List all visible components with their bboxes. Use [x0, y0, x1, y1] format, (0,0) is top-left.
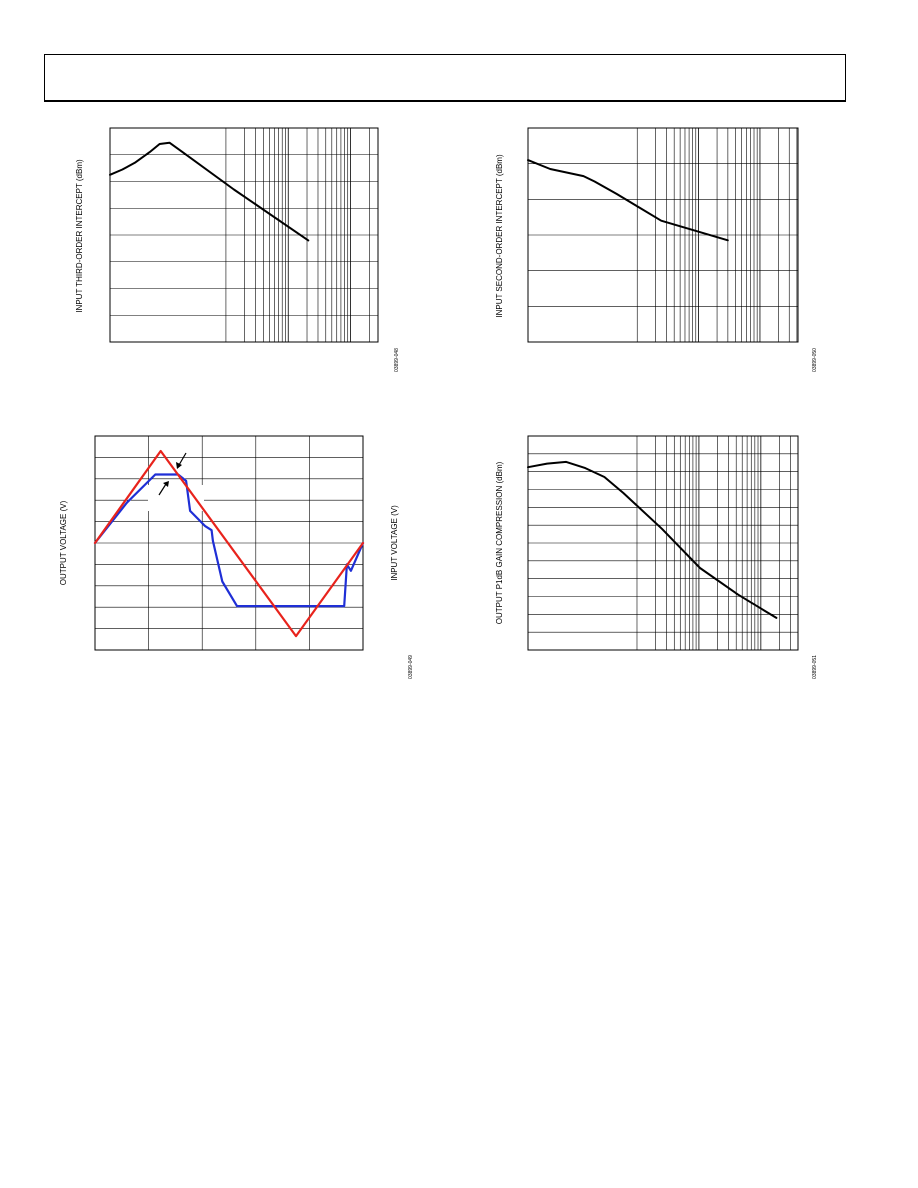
series-line [93, 449, 365, 638]
y-axis-label: INPUT SECOND-ORDER INTERCEPT (dBm) [495, 154, 504, 318]
series-line [109, 141, 310, 242]
series-line [527, 460, 778, 619]
annotation-arrow-input [176, 452, 187, 469]
figure-id: 03899-050 [812, 348, 818, 372]
chart-waveform: OUTPUT VOLTAGE (V) INPUT VOLTAGE (V) 038… [59, 435, 414, 679]
series-group [93, 449, 365, 638]
y-axis-label: OUTPUT P1dB GAIN COMPRESSION (dBm) [495, 461, 504, 624]
figure-id: 03899-048 [394, 348, 400, 372]
grid [527, 435, 799, 651]
plot-frame [527, 127, 799, 343]
series-group [527, 460, 778, 619]
series-group [527, 159, 729, 242]
grid [527, 127, 799, 343]
plot-frame [527, 435, 799, 651]
plot-frame [109, 127, 379, 343]
series-line [93, 473, 365, 608]
grid [109, 127, 379, 343]
y-axis-label-right: INPUT VOLTAGE (V) [390, 505, 399, 581]
header-box [44, 54, 846, 102]
chart-iip2: INPUT SECOND-ORDER INTERCEPT (dBm) 03899… [495, 127, 818, 372]
chart-op1db: OUTPUT P1dB GAIN COMPRESSION (dBm) 03899… [495, 435, 818, 679]
y-axis-label-left: OUTPUT VOLTAGE (V) [59, 500, 68, 585]
series-group [109, 141, 310, 242]
annotation-arrow-output [158, 481, 169, 496]
y-axis-label: INPUT THIRD-ORDER INTERCEPT (dBm) [75, 159, 84, 313]
chart-iip3: INPUT THIRD-ORDER INTERCEPT (dBm) 03899-… [75, 127, 400, 372]
figure-id: 03899-049 [408, 655, 414, 679]
series-line [527, 159, 729, 242]
figure-id: 03899-051 [812, 655, 818, 679]
